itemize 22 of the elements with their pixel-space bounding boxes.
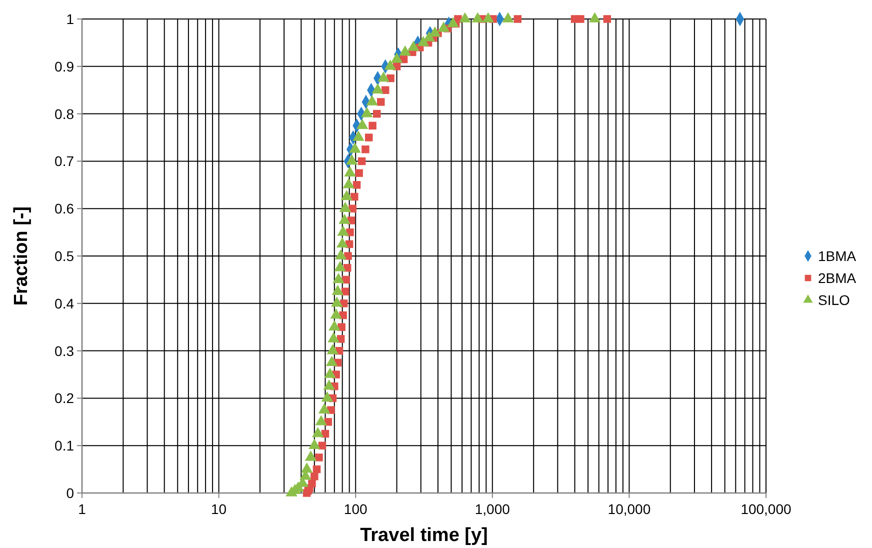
x-tick-label: 100	[344, 501, 368, 517]
legend-label: 2BMA	[818, 270, 857, 286]
y-axis-title: Fraction [-]	[11, 206, 32, 306]
x-tick-label: 1,000	[474, 501, 510, 517]
y-tick-label: 0.6	[54, 200, 74, 217]
y-tick-label: 0.1	[54, 438, 74, 454]
x-tick-label: 10	[211, 501, 227, 517]
y-tick-label: 0.8	[54, 106, 74, 122]
y-tick-label: 0.4	[54, 295, 74, 312]
x-tick-label: 100,000	[740, 501, 792, 517]
x-tick-label: 10,000	[608, 501, 651, 517]
y-tick-label: 0.9	[54, 58, 74, 74]
legend-label: 1BMA	[818, 248, 857, 264]
legend-label: SILO	[818, 292, 850, 308]
x-tick-label: 1	[78, 501, 86, 517]
y-tick-label: 0	[66, 485, 74, 501]
y-tick-label: 0.3	[54, 342, 74, 359]
x-axis-title: Travel time [y]	[360, 525, 488, 546]
y-tick-label: 0.5	[54, 248, 74, 264]
y-tick-label: 1	[66, 11, 74, 27]
y-tick-label: 0.2	[54, 390, 74, 406]
y-tick-label: 0.7	[54, 153, 74, 170]
